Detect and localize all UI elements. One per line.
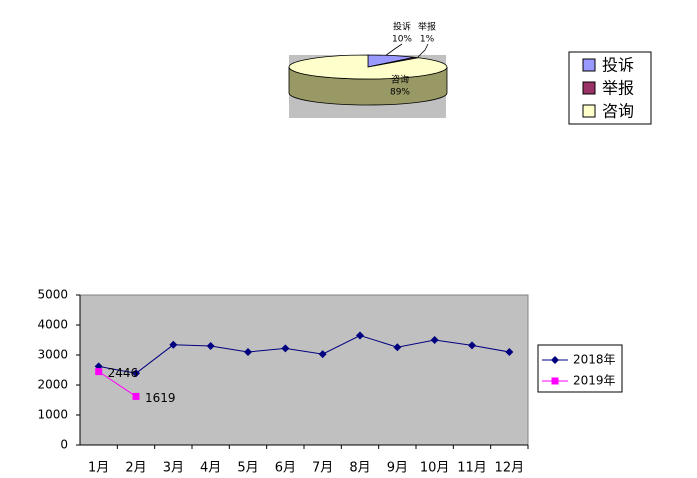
legend-label: 投诉 xyxy=(602,56,634,75)
plot-area xyxy=(79,294,529,446)
x-tick-label: 7月 xyxy=(312,461,333,476)
y-tick-label: 0 xyxy=(60,438,68,452)
leader-line xyxy=(417,43,429,58)
marker xyxy=(95,368,103,376)
pie-label-name: 举报 xyxy=(418,21,436,33)
marker xyxy=(551,377,559,385)
series-line xyxy=(98,334,510,374)
data-label: 1619 xyxy=(145,391,176,405)
y-tick-label: 4000 xyxy=(37,318,68,332)
marker xyxy=(244,348,252,356)
marker xyxy=(132,369,140,378)
data-label: 2446 xyxy=(108,366,139,380)
marker xyxy=(468,341,476,350)
pie-slice xyxy=(288,54,448,80)
legend-swatch xyxy=(582,58,596,72)
x-tick-label: 2月 xyxy=(125,461,146,476)
x-tick-label: 6月 xyxy=(275,461,296,476)
marker xyxy=(393,343,402,352)
x-tick-label: 12月 xyxy=(495,461,525,476)
y-tick-label: 3000 xyxy=(37,348,68,362)
leader-line xyxy=(384,43,403,57)
x-tick-label: 3月 xyxy=(163,461,184,476)
marker xyxy=(281,344,290,353)
pie-label-value: 89% xyxy=(390,88,410,98)
marker xyxy=(132,392,140,400)
x-tick-label: 5月 xyxy=(237,461,258,476)
x-tick-label: 8月 xyxy=(349,461,370,476)
legend-swatch xyxy=(582,104,596,118)
pie-label-value: 10% xyxy=(392,35,412,45)
x-tick-label: 4月 xyxy=(200,461,221,476)
series-line xyxy=(98,371,137,397)
y-tick-label: 5000 xyxy=(37,288,68,302)
marker xyxy=(551,356,559,364)
x-tick-label: 11月 xyxy=(457,461,487,476)
legend-label: 举报 xyxy=(602,79,634,98)
marker xyxy=(430,336,439,344)
legend-label: 2018年 xyxy=(573,353,616,367)
legend-label: 2019年 xyxy=(573,374,616,388)
y-tick-label: 2000 xyxy=(37,378,68,392)
pie-label-value: 1% xyxy=(420,35,435,45)
x-tick-label: 10月 xyxy=(420,461,450,476)
pie-label-name: 咨询 xyxy=(391,74,409,86)
marker xyxy=(206,342,215,350)
marker xyxy=(318,350,327,359)
marker xyxy=(505,348,514,356)
marker xyxy=(356,331,364,340)
pie-label-name: 投诉 xyxy=(393,21,411,33)
x-tick-label: 9月 xyxy=(387,461,408,476)
marker xyxy=(169,340,178,349)
legend-swatch xyxy=(582,81,596,95)
x-tick-label: 1月 xyxy=(88,461,109,476)
y-tick-label: 1000 xyxy=(37,408,68,422)
legend-label: 咨询 xyxy=(602,102,634,121)
